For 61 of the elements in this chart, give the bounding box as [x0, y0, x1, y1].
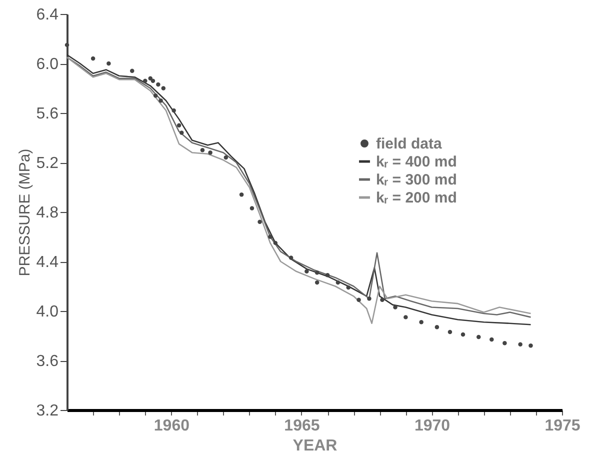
point: [502, 341, 507, 346]
point: [250, 206, 254, 210]
legend-label: kᵣ = 200 md: [376, 190, 457, 206]
point: [288, 256, 294, 260]
y-tick-label: 5.6: [36, 106, 59, 122]
x-axis-title: YEAR: [292, 438, 338, 454]
y-tick-label: 6.0: [36, 56, 59, 73]
point: [90, 56, 96, 61]
legend-label: kᵣ = 300 md: [376, 172, 457, 188]
x-tick-label: 1965: [284, 418, 320, 434]
point: [106, 61, 111, 66]
point: [518, 342, 522, 347]
y-tick-label: 5.2: [36, 155, 59, 172]
point: [419, 320, 424, 324]
x-tick-label: 1975: [544, 418, 580, 434]
y-axis-title: PRESSURE (MPa): [16, 148, 34, 276]
point: [200, 148, 205, 152]
point: [172, 108, 176, 113]
x-tick-label: 1970: [414, 418, 450, 434]
point: [325, 272, 330, 278]
y-tick-label: 3.6: [36, 353, 59, 370]
point: [528, 344, 533, 348]
legend-label: kᵣ = 400 md: [376, 154, 457, 170]
point: [346, 285, 350, 290]
point: [367, 296, 372, 301]
legend-label: field data: [376, 136, 442, 152]
point: [258, 220, 262, 224]
point: [208, 150, 212, 155]
point: [460, 332, 466, 337]
point: [64, 42, 70, 48]
point: [404, 315, 408, 320]
y-tick-label: 6.4: [36, 6, 59, 24]
point: [434, 324, 440, 330]
y-tick-label: 4.4: [36, 254, 59, 271]
point: [268, 234, 272, 239]
point: [239, 192, 244, 197]
point: [490, 337, 494, 342]
point: [224, 155, 228, 160]
point: [161, 86, 166, 90]
point: [448, 330, 452, 334]
y-tick-label: 4.0: [36, 304, 59, 320]
y-tick-label: 3.2: [36, 402, 59, 420]
point: [130, 68, 134, 74]
point: [304, 269, 309, 274]
point: [380, 298, 384, 302]
point: [476, 334, 481, 340]
point: [176, 123, 182, 128]
x-tick-label: 1960: [154, 418, 190, 434]
point: [150, 78, 156, 83]
y-tick-label: 4.8: [36, 204, 59, 222]
point: [356, 298, 361, 302]
point: [158, 98, 163, 103]
point: [156, 82, 160, 87]
point: [153, 94, 158, 98]
point: [314, 280, 320, 285]
point: [143, 78, 148, 83]
point: [393, 305, 398, 310]
point: [314, 270, 320, 275]
point: [180, 130, 184, 135]
point: [336, 280, 340, 285]
point: [273, 240, 278, 246]
